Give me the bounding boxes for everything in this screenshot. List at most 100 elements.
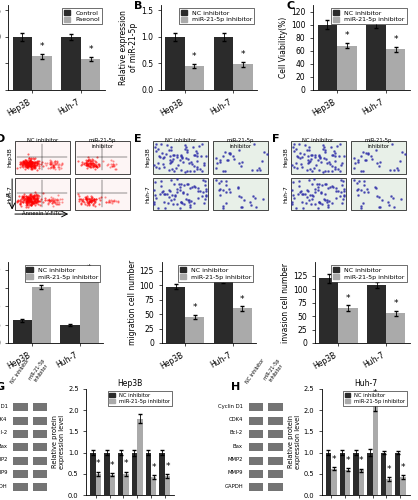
Point (311, 152, 318, 160)
Point (26, 158, 33, 166)
Bar (249, 443, 263, 451)
Point (322, 148, 329, 156)
Point (316, 199, 323, 207)
Point (219, 202, 226, 209)
Point (174, 153, 181, 161)
Text: *: * (331, 455, 336, 464)
Point (22, 202, 29, 210)
Point (93, 162, 100, 170)
Point (357, 204, 364, 212)
Text: Bax: Bax (233, 444, 243, 448)
Point (76, 196, 83, 203)
Point (340, 195, 347, 203)
Y-axis label: migration cell number: migration cell number (128, 260, 137, 346)
Point (297, 154, 304, 162)
Point (82, 156, 89, 164)
Point (108, 198, 115, 205)
Point (158, 182, 164, 190)
Point (31, 194, 37, 202)
Point (171, 192, 178, 200)
Point (50, 196, 57, 204)
Bar (339, 308, 357, 343)
Point (22, 198, 29, 205)
Point (28, 162, 35, 170)
Point (33, 158, 40, 166)
Point (20, 193, 27, 201)
Point (186, 201, 193, 209)
Point (92, 158, 99, 166)
Point (34, 158, 41, 166)
Point (20, 159, 27, 167)
Point (22, 160, 29, 168)
Point (24, 193, 31, 201)
Point (224, 156, 231, 164)
Point (306, 146, 312, 154)
Point (18, 198, 24, 206)
Point (25, 193, 31, 201)
Point (375, 194, 382, 202)
Point (88, 193, 95, 201)
Point (107, 196, 114, 204)
Point (252, 202, 259, 210)
Point (332, 157, 339, 165)
Point (47, 156, 54, 164)
Point (339, 199, 346, 207)
Point (335, 165, 342, 173)
Point (293, 152, 300, 160)
Text: *: * (344, 32, 349, 40)
Point (30, 162, 37, 170)
Point (190, 162, 197, 170)
Bar (13, 443, 28, 451)
Point (27, 158, 33, 166)
Point (321, 154, 327, 162)
Bar (33, 456, 47, 464)
Point (36, 198, 43, 205)
Point (17, 200, 24, 208)
Point (31, 156, 38, 164)
Point (203, 187, 209, 195)
Point (23, 158, 29, 166)
Point (108, 200, 115, 207)
Point (17, 163, 23, 171)
Point (17, 194, 24, 202)
Point (48, 195, 55, 203)
Point (36, 162, 42, 170)
Text: *: * (192, 52, 196, 62)
Bar (268, 470, 283, 478)
Point (356, 178, 362, 186)
Point (31, 160, 37, 168)
Point (199, 188, 206, 196)
Point (86, 196, 92, 203)
Point (82, 159, 89, 167)
Point (248, 166, 255, 174)
Point (86, 196, 93, 204)
Bar (13, 416, 28, 424)
Bar (395, 452, 400, 495)
Point (26, 198, 33, 206)
Point (256, 166, 263, 174)
Point (183, 154, 189, 162)
Text: MMP2: MMP2 (0, 457, 8, 462)
Point (84, 194, 91, 202)
Point (299, 153, 306, 161)
Point (361, 188, 368, 196)
Point (89, 200, 96, 208)
Point (96, 200, 103, 207)
Point (251, 140, 257, 148)
Point (25, 162, 32, 170)
Point (48, 159, 55, 167)
Point (174, 200, 181, 208)
Point (195, 194, 201, 202)
Point (178, 152, 185, 160)
Point (48, 196, 55, 204)
Point (217, 158, 223, 166)
Point (28, 198, 35, 206)
Point (85, 156, 92, 164)
Point (20, 158, 27, 166)
Point (110, 160, 117, 168)
Point (85, 160, 92, 168)
Point (234, 184, 241, 192)
Point (161, 198, 167, 206)
Bar (326, 452, 331, 495)
Point (24, 194, 31, 202)
